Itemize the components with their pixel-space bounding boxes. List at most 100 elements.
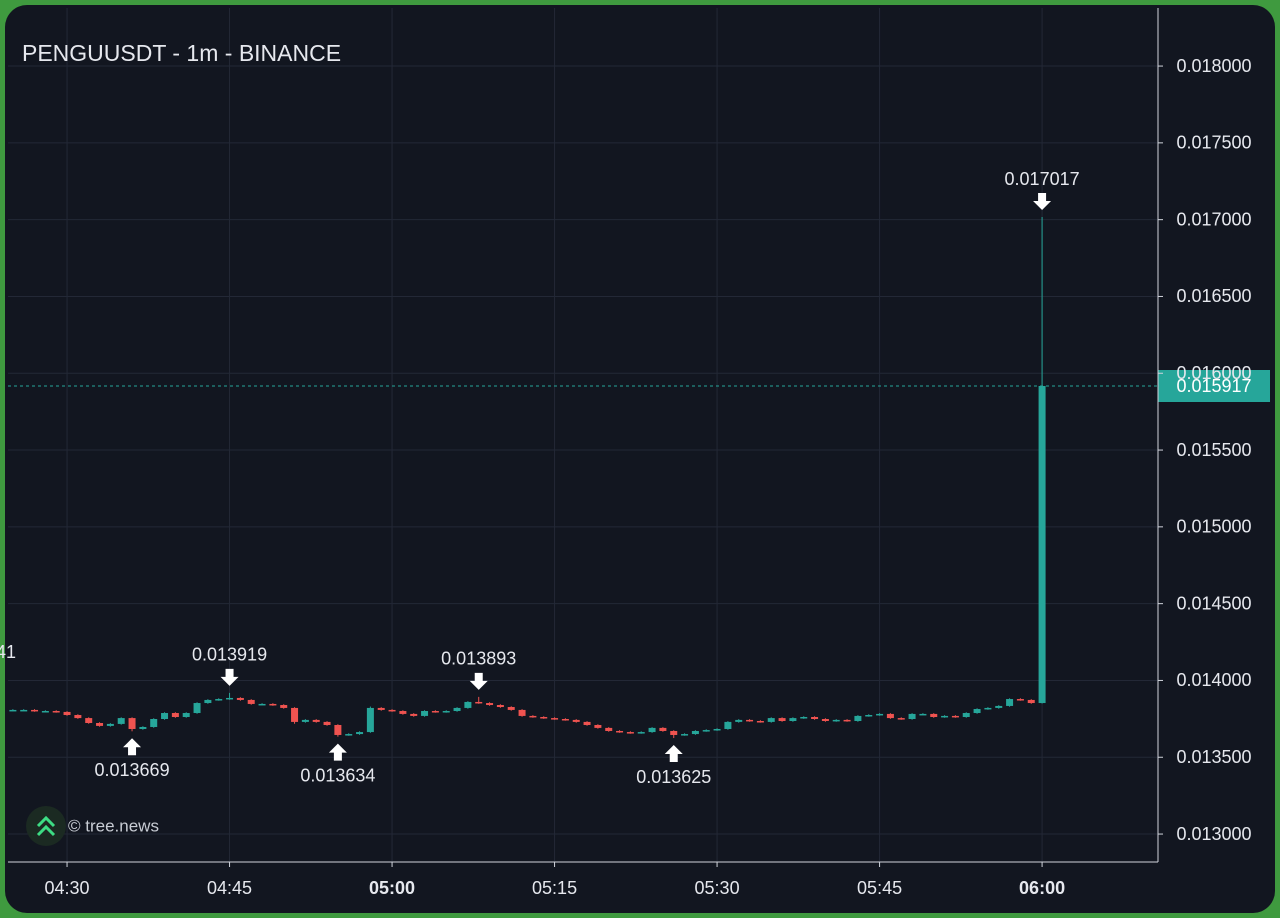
y-tick-label: 0.015500 xyxy=(1176,440,1251,460)
candle-body xyxy=(529,715,537,718)
candle-body xyxy=(724,721,732,729)
candle-body xyxy=(410,713,418,716)
annotation-arrow xyxy=(664,745,683,763)
candle-body xyxy=(854,715,862,721)
candle-body xyxy=(442,711,450,713)
clipped-label: 41 xyxy=(0,642,16,662)
candle-body xyxy=(518,709,526,716)
grid xyxy=(8,8,1158,862)
candle-body xyxy=(399,711,407,714)
candle-body xyxy=(150,719,158,727)
annotation-arrow xyxy=(1033,193,1052,211)
candle-body xyxy=(106,723,114,726)
candle-body xyxy=(431,711,439,713)
candle-body xyxy=(226,697,234,700)
candle-body xyxy=(421,711,429,716)
candle-body xyxy=(193,703,201,714)
candle-body xyxy=(702,730,710,732)
candle-body xyxy=(941,715,949,718)
candle-body xyxy=(594,724,602,728)
overlay: 0.013669 0.013919 0.013634 0.013893 0.013625… xyxy=(8,169,1270,787)
candle-body xyxy=(962,713,970,718)
candle-body xyxy=(919,713,927,716)
candle-body xyxy=(31,709,39,712)
candle-body xyxy=(713,728,721,731)
candle-body xyxy=(886,713,894,719)
x-tick-label: 06:00 xyxy=(1019,878,1065,898)
y-tick-label: 0.013500 xyxy=(1176,747,1251,767)
candle-body xyxy=(128,718,136,729)
candle-body xyxy=(843,719,851,722)
x-tick-label: 05:30 xyxy=(695,878,740,898)
candle-body xyxy=(247,699,255,704)
annotation-label: 0.013634 xyxy=(300,765,375,785)
y-tick-label: 0.017000 xyxy=(1176,209,1251,229)
candle-body xyxy=(821,719,829,721)
candle-body xyxy=(778,718,786,721)
candle-body xyxy=(366,707,374,733)
annotation-label: 0.013669 xyxy=(95,760,170,780)
y-tick-label: 0.014000 xyxy=(1176,670,1251,690)
candle-body xyxy=(681,734,689,736)
candle-body xyxy=(9,709,17,712)
last-price-box xyxy=(1158,370,1270,403)
panel xyxy=(5,5,1275,913)
candle-body xyxy=(63,711,71,716)
chart-title: PENGUUSDT - 1m - BINANCE xyxy=(22,40,341,66)
y-tick-label: 0.013000 xyxy=(1176,824,1251,844)
candle-body xyxy=(236,697,244,700)
y-tick-label: 0.014500 xyxy=(1176,593,1251,613)
candle-body xyxy=(377,707,385,710)
x-tick-label: 04:30 xyxy=(45,878,90,898)
candle-body xyxy=(670,730,678,735)
x-tick-label: 05:15 xyxy=(532,878,577,898)
candle-body xyxy=(659,727,667,731)
x-tick-label: 05:00 xyxy=(369,878,415,898)
annotation-arrow xyxy=(123,738,142,756)
candle-body xyxy=(52,711,60,713)
candle-body xyxy=(507,707,515,710)
candle-body xyxy=(356,732,364,735)
y-tick-label: 0.018000 xyxy=(1176,56,1251,76)
candle-body xyxy=(323,721,331,725)
candle-body xyxy=(930,713,938,718)
candle-body xyxy=(605,727,613,731)
candle-body xyxy=(139,726,147,729)
candle-body xyxy=(1006,699,1014,706)
candle-body xyxy=(832,719,840,722)
watermark-chevrons xyxy=(36,815,56,837)
candle-body xyxy=(789,718,797,721)
candle-body xyxy=(800,717,808,719)
candle-body xyxy=(85,718,93,723)
watermark: © tree.news xyxy=(68,816,159,835)
candle-body xyxy=(496,705,504,708)
candle-body xyxy=(117,718,125,724)
candle-body xyxy=(811,717,819,720)
candle-body xyxy=(280,705,288,708)
candle-body xyxy=(561,719,569,721)
annotation-label: 0.013625 xyxy=(636,767,711,787)
candle-body xyxy=(171,713,179,718)
candle-body xyxy=(334,724,342,735)
candle-body xyxy=(572,719,580,722)
annotation-arrow xyxy=(328,743,347,761)
candle-body xyxy=(312,719,320,722)
candle-body xyxy=(540,717,548,719)
candle-body xyxy=(215,699,223,701)
x-tick-label: 05:45 xyxy=(857,878,902,898)
candle-body xyxy=(876,713,884,716)
candle-body xyxy=(453,707,461,712)
annotation-arrow xyxy=(220,668,239,686)
candle-body xyxy=(951,715,959,718)
candle-body xyxy=(204,699,212,704)
candle-body xyxy=(973,709,981,714)
candle-body xyxy=(616,730,624,733)
candle-body xyxy=(583,721,591,725)
candle-body xyxy=(301,719,309,722)
candles xyxy=(9,217,1046,739)
candle-body xyxy=(388,709,396,712)
y-tick-label: 0.016500 xyxy=(1176,286,1251,306)
annotation-arrow xyxy=(469,672,488,690)
candle-body xyxy=(551,718,559,720)
y-tick-label: 0.015000 xyxy=(1176,517,1251,537)
